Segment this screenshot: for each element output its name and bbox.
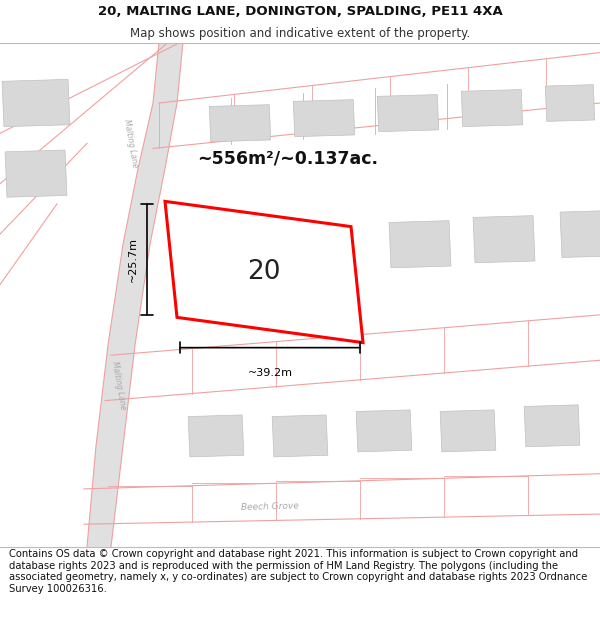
Polygon shape (473, 216, 535, 262)
Text: 20, MALTING LANE, DONINGTON, SPALDING, PE11 4XA: 20, MALTING LANE, DONINGTON, SPALDING, P… (98, 6, 502, 18)
Polygon shape (377, 94, 439, 132)
Polygon shape (545, 84, 595, 121)
Polygon shape (272, 415, 328, 457)
Polygon shape (560, 211, 600, 258)
Polygon shape (209, 104, 271, 142)
Polygon shape (165, 201, 363, 342)
Polygon shape (293, 99, 355, 137)
Text: ~25.7m: ~25.7m (128, 237, 138, 282)
Polygon shape (5, 150, 67, 198)
Text: Malting Lane: Malting Lane (110, 361, 127, 411)
Text: 20: 20 (247, 259, 281, 285)
Text: Map shows position and indicative extent of the property.: Map shows position and indicative extent… (130, 27, 470, 39)
Text: Beech Grove: Beech Grove (241, 501, 299, 512)
Polygon shape (356, 410, 412, 452)
Polygon shape (2, 79, 70, 127)
Text: ~556m²/~0.137ac.: ~556m²/~0.137ac. (197, 149, 379, 168)
Polygon shape (461, 89, 523, 127)
Polygon shape (524, 405, 580, 447)
Polygon shape (440, 410, 496, 452)
Polygon shape (389, 221, 451, 268)
Text: Malting Lane: Malting Lane (122, 118, 139, 168)
Text: Contains OS data © Crown copyright and database right 2021. This information is : Contains OS data © Crown copyright and d… (9, 549, 587, 594)
Polygon shape (87, 42, 183, 547)
Polygon shape (188, 415, 244, 457)
Text: ~39.2m: ~39.2m (248, 368, 293, 378)
